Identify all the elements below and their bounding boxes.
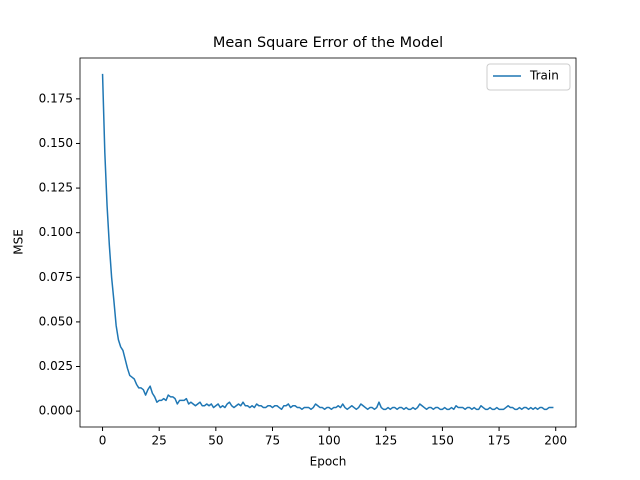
y-tick-label: 0.050 [39, 314, 73, 328]
plot-frame [79, 57, 577, 428]
x-tick-label: 175 [488, 434, 511, 448]
y-tick-label: 0.175 [39, 91, 73, 105]
y-tick-label: 0.025 [39, 359, 73, 373]
x-axis-label: Epoch [310, 455, 347, 469]
legend-box [486, 63, 571, 91]
x-tick-label: 100 [318, 434, 341, 448]
x-tick-label: 200 [544, 434, 567, 448]
y-axis-label: MSE [12, 229, 26, 255]
y-tick-label: 0.075 [39, 270, 73, 284]
x-tick-label: 50 [208, 434, 223, 448]
x-tick-label: 0 [99, 434, 107, 448]
line [101, 73, 554, 411]
chart-title: Mean Square Error of the Model [213, 35, 443, 51]
y-tick-label: 0.125 [39, 181, 73, 195]
legend-label: Train [529, 69, 559, 83]
x-tick-label: 75 [265, 434, 280, 448]
y-tick-label: 0.100 [39, 225, 73, 239]
y-tick-label: 0.150 [39, 136, 73, 150]
y-tick-label: 0.000 [39, 404, 73, 418]
x-tick-label: 150 [431, 434, 454, 448]
x-tick-label: 125 [374, 434, 397, 448]
x-tick-label: 25 [152, 434, 167, 448]
